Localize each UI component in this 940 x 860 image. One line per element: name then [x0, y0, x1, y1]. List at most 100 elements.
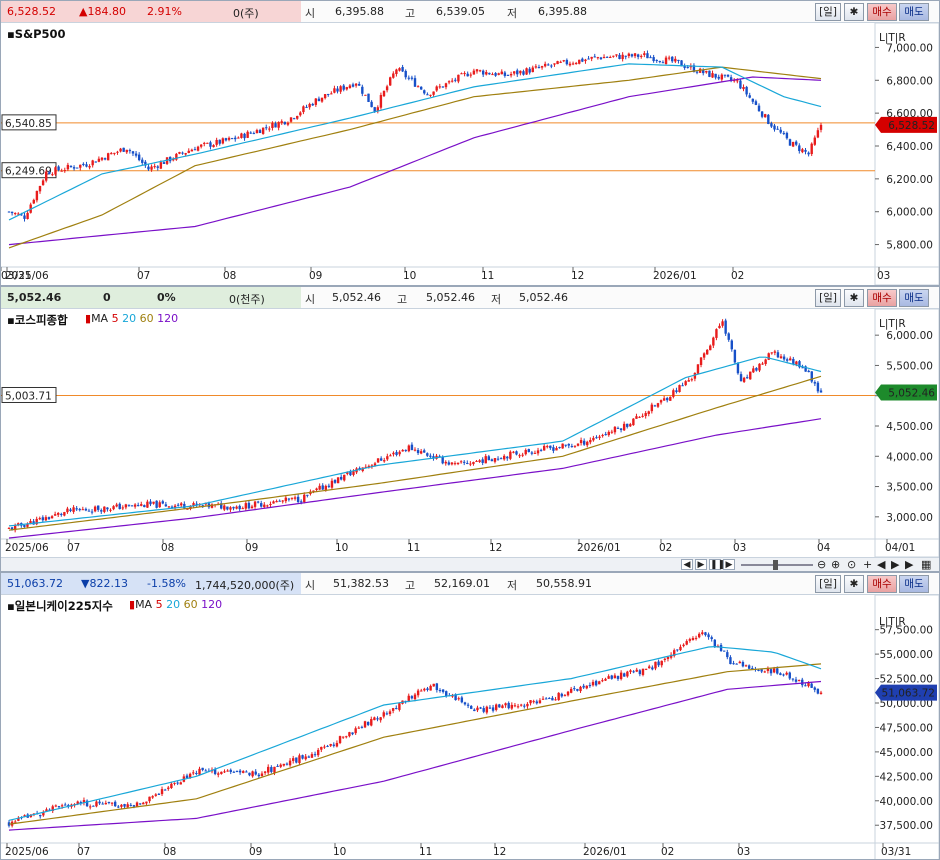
- play-icon[interactable]: ▶: [695, 559, 707, 570]
- candle-body: [379, 95, 383, 108]
- candle-body: [770, 352, 773, 354]
- buy-button[interactable]: 매수: [867, 3, 897, 21]
- candle-body: [352, 471, 355, 475]
- scale-mode-label: L|T|R: [879, 318, 906, 330]
- candle-body: [819, 124, 823, 130]
- candle-body: [389, 77, 392, 86]
- sell-button[interactable]: 매도: [899, 3, 929, 21]
- settings-icon[interactable]: ✱: [844, 575, 864, 593]
- candle-body: [495, 704, 498, 710]
- candle-body: [543, 63, 547, 67]
- candle-body: [10, 527, 14, 530]
- candle-body: [232, 506, 235, 509]
- candle-body: [730, 340, 734, 350]
- y-tick-label: 6,000.00: [886, 330, 933, 342]
- zoom-slider-thumb[interactable]: [773, 560, 778, 570]
- x-tick-label: 04/01: [885, 542, 915, 554]
- candle-body: [326, 745, 329, 747]
- candle-body: [285, 763, 289, 765]
- pause-icon[interactable]: ❚❚: [709, 559, 726, 570]
- candle-body: [95, 801, 98, 807]
- settings-icon[interactable]: ✱: [844, 289, 864, 307]
- grid-icon[interactable]: ▦: [921, 558, 932, 571]
- settings-icon[interactable]: ✱: [844, 3, 864, 21]
- candle-body: [813, 137, 817, 145]
- candle-body: [652, 57, 655, 62]
- zoom-in-icon[interactable]: ⊕: [831, 558, 841, 571]
- candle-body: [548, 698, 551, 700]
- nikkei-chart[interactable]: L|T|R57,500.00 55,000.00 52,500.00 50,000.0…: [1, 595, 939, 859]
- candle-body: [123, 804, 126, 807]
- chart-scrollbar[interactable]: ◀ ▶ ❚❚ ▶ ⊖ ⊕ ⊙ + ◀ ▶ ▶ ▦: [1, 557, 939, 571]
- candle-body: [106, 507, 109, 510]
- pan-left-icon[interactable]: ◀: [877, 558, 886, 571]
- candle-body: [107, 801, 111, 803]
- candle-body: [188, 773, 192, 778]
- candle-body: [691, 638, 695, 641]
- candle-body: [226, 770, 229, 772]
- candle-body: [723, 74, 727, 76]
- ma60-legend: 60: [139, 312, 154, 325]
- candle-body: [531, 67, 534, 73]
- candle-body: [619, 428, 623, 431]
- candle-body: [210, 504, 214, 508]
- x-tick-label: 08: [223, 270, 236, 282]
- candle-body: [582, 685, 585, 688]
- period-selector[interactable]: [일]: [815, 3, 841, 21]
- open-label: 시: [305, 293, 316, 306]
- kospi-chart[interactable]: L|T|R6,000.005,500.005,000.004,500.004,0…: [1, 309, 939, 557]
- pan-right-icon[interactable]: ▶: [891, 558, 900, 571]
- candle-body: [568, 63, 572, 66]
- candle-body: [370, 465, 374, 467]
- buy-button[interactable]: 매수: [867, 289, 897, 307]
- zoom-out-icon[interactable]: ⊖: [817, 558, 827, 571]
- candle-body: [456, 462, 460, 465]
- candle-body: [475, 460, 478, 462]
- y-tick-label: 40,000.00: [880, 796, 933, 808]
- candle-body: [162, 162, 166, 164]
- candle-body: [564, 444, 567, 446]
- low-label: 저: [507, 7, 518, 20]
- candle-body: [117, 806, 120, 808]
- candle-body: [466, 462, 469, 464]
- candle-body: [524, 449, 527, 455]
- pan-right-end-icon[interactable]: ▶: [905, 558, 914, 571]
- candle-body: [367, 465, 371, 468]
- ma5-legend: 5: [111, 312, 119, 325]
- open-label: 시: [305, 7, 316, 20]
- scroll-left-icon[interactable]: ◀: [681, 559, 693, 570]
- candle-body: [338, 736, 342, 744]
- low-label: 저: [491, 293, 502, 306]
- candle-body: [613, 426, 617, 433]
- crosshair-icon[interactable]: ⊙: [847, 558, 857, 571]
- sell-button[interactable]: 매도: [899, 575, 929, 593]
- candle-body: [343, 474, 346, 481]
- candle-body: [669, 396, 672, 401]
- sell-button[interactable]: 매도: [899, 289, 929, 307]
- candle-body: [232, 771, 236, 773]
- candle-body: [238, 505, 241, 510]
- candle-body: [23, 215, 26, 219]
- candle-body: [801, 367, 804, 369]
- candle-body: [358, 83, 361, 86]
- scroll-right-icon[interactable]: ▶: [723, 559, 735, 570]
- plus-icon[interactable]: +: [863, 558, 873, 571]
- candle-body: [156, 166, 159, 168]
- period-selector[interactable]: [일]: [815, 289, 841, 307]
- candle-body: [336, 88, 339, 92]
- candle-body: [248, 772, 251, 776]
- high-label: 고: [405, 7, 416, 20]
- x-tick-label: 11: [481, 270, 494, 282]
- sp500-chart[interactable]: L|T|R7,000.006,800.006,600.006,400.006,2…: [1, 23, 939, 285]
- candle-body: [235, 771, 239, 773]
- x-tick-label: 03: [733, 542, 746, 554]
- buy-button[interactable]: 매수: [867, 575, 897, 593]
- candle-body: [770, 123, 773, 127]
- candle-body: [785, 672, 788, 675]
- candle-body: [535, 701, 538, 704]
- candle-body: [623, 673, 626, 677]
- candle-body: [581, 58, 584, 62]
- candle-body: [140, 504, 143, 506]
- period-selector[interactable]: [일]: [815, 575, 841, 593]
- candle-body: [755, 367, 758, 371]
